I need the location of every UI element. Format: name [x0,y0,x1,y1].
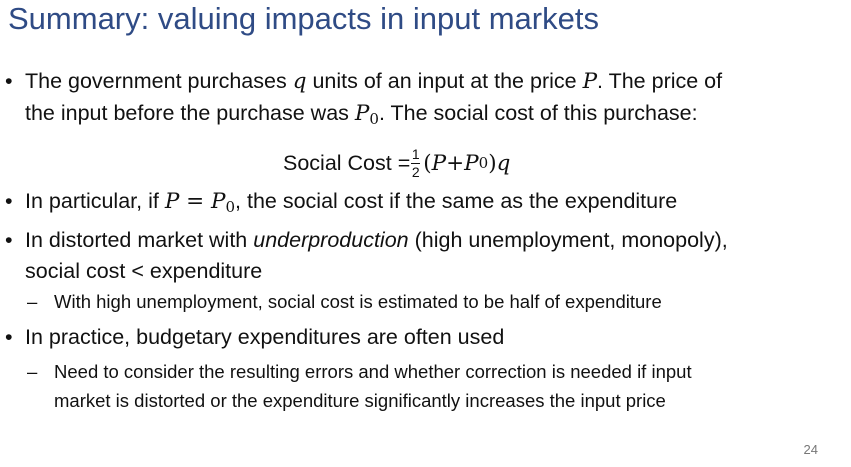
math-P0: P [464,150,479,176]
emphasis-underproduction: underproduction [253,228,409,252]
text: . The social cost of this purchase: [378,101,698,125]
text: , the social cost if the same as the exp… [235,189,678,213]
bullet-distorted-market: • In distorted market with underproducti… [5,225,728,255]
math-P: P [431,150,447,176]
math-P0: P [354,101,370,126]
math-q: q [496,150,511,176]
math-P0: P [210,189,226,214]
formula-label: Social Cost = [283,150,411,175]
fraction-half: 1 2 [411,145,421,180]
bullet-marker: • [5,325,13,349]
text: In particular, if [25,189,165,213]
text: In distorted market with [25,228,254,252]
paren-open: ( [423,150,432,176]
page-number: 24 [803,442,818,457]
fraction-numerator: 1 [411,145,420,162]
subbullet-errors: – Need to consider the resulting errors … [27,358,692,386]
math-P: P [164,189,180,214]
text: . The price of [597,69,723,93]
dash-marker: – [27,291,38,312]
bullet-marker: • [5,228,13,252]
dash-marker: – [27,361,38,382]
text: the input before the purchase was [25,101,355,125]
bullet-marker: • [5,69,13,93]
bullet-practice: • In practice, budgetary expenditures ar… [5,322,505,352]
bullet-distorted-market-line2: social cost < expenditure [25,259,263,283]
text: Need to consider the resulting errors an… [54,361,692,382]
text: In practice, budgetary expenditures are … [25,325,505,349]
bullet-special-case: • In particular, if P = P0, the social c… [5,186,678,217]
subscript: 0 [225,197,236,216]
subbullet-errors-line2: market is distorted or the expenditure s… [54,390,666,411]
fraction-denominator: 2 [411,163,420,180]
math-equals: = [179,189,211,214]
math-q: q [292,69,307,94]
subbullet-high-unemployment: – With high unemployment, social cost is… [27,288,662,316]
bullet-purchase: • The government purchases q units of an… [5,66,723,97]
text: units of an input at the price [306,69,583,93]
math-P: P [582,69,598,94]
subscript: 0 [369,109,379,128]
bullet-purchase-line2: the input before the purchase was P0. Th… [25,98,698,129]
text: The government purchases [25,69,293,93]
math-plus: + [446,150,465,176]
fraction-bar [411,162,421,164]
paren-close: ) [488,150,497,176]
social-cost-formula: Social Cost = 1 2 (P + P 0) q [283,145,511,180]
bullet-marker: • [5,189,13,213]
slide-title: Summary: valuing impacts in input market… [8,1,599,36]
text: (high unemployment, monopoly), [408,228,728,252]
text: With high unemployment, social cost is e… [54,291,662,312]
